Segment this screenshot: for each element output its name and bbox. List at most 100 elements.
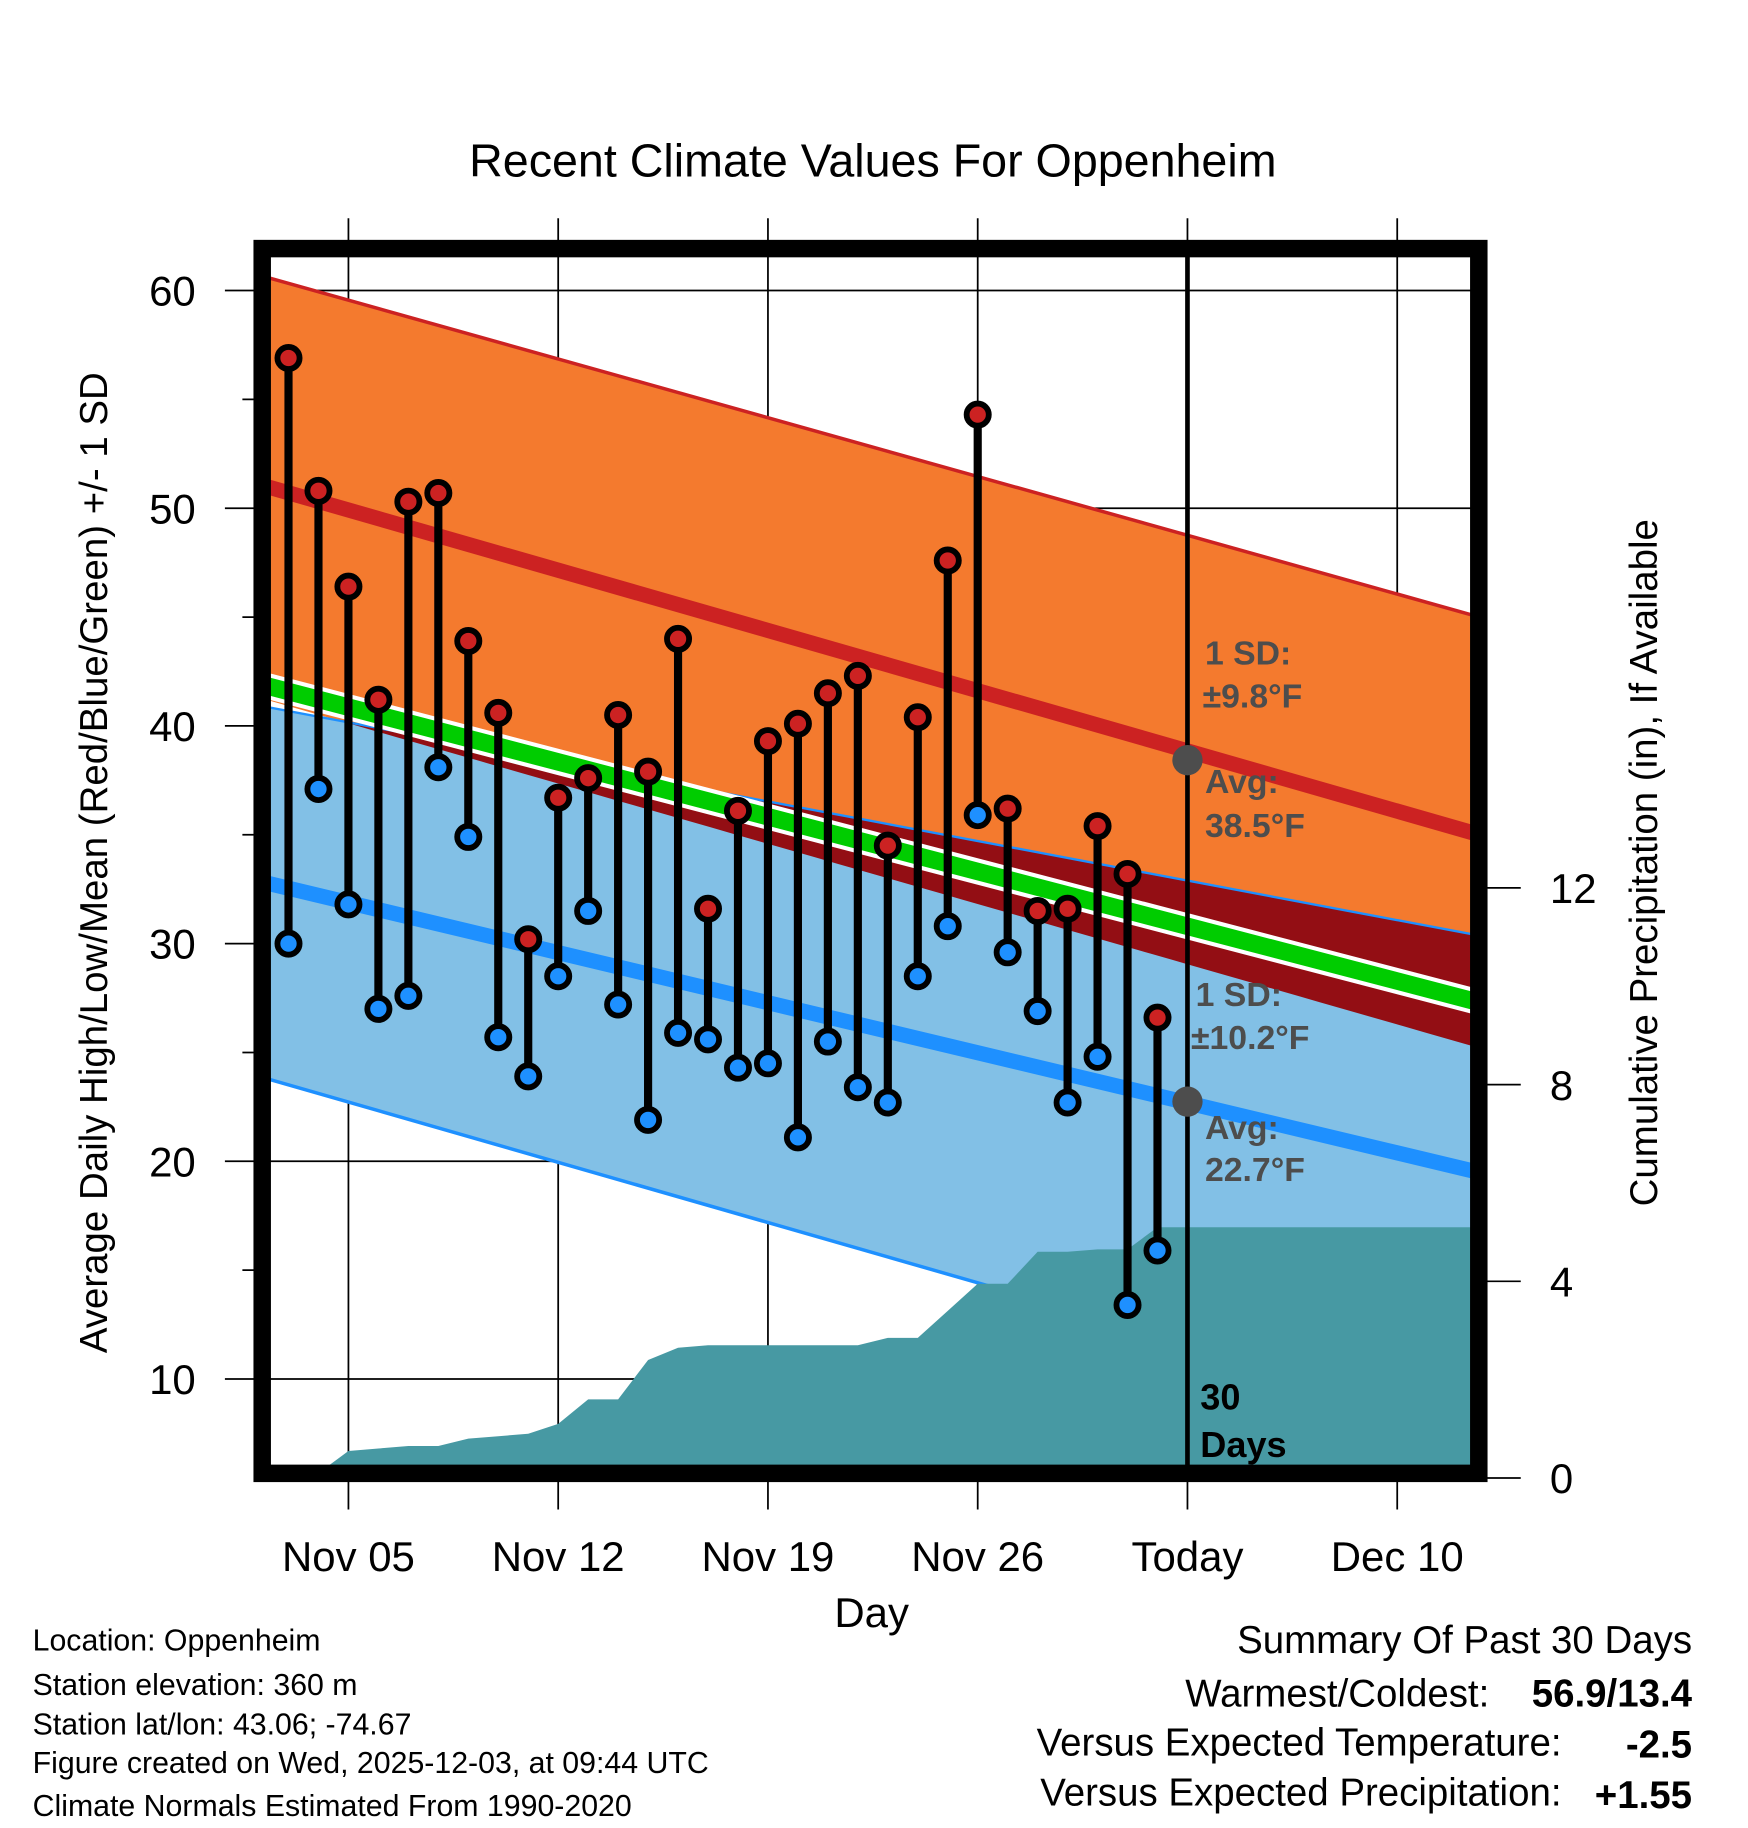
chart-title: Recent Climate Values For Oppenheim <box>469 134 1276 186</box>
daily-high-point <box>753 727 782 756</box>
daily-high-point <box>1023 896 1052 925</box>
y-tick-label: 40 <box>149 703 196 750</box>
daily-low-point <box>753 1049 782 1078</box>
daily-high-point <box>454 627 483 656</box>
daily-low-point <box>843 1073 872 1102</box>
daily-low-point <box>873 1088 902 1117</box>
daily-low-point <box>1083 1042 1112 1071</box>
daily-low-point <box>484 1023 513 1052</box>
daily-high-point <box>304 476 333 505</box>
daily-high-point <box>694 894 723 923</box>
high-plus-sd-line <box>270 276 1478 619</box>
daily-low-point <box>274 929 303 958</box>
high-sd-label: 1 SD: <box>1205 635 1291 673</box>
x-tick-label: Nov 05 <box>282 1533 415 1580</box>
warmest-coldest-label: Warmest/Coldest: <box>1185 1672 1489 1715</box>
daily-high-point <box>1083 812 1112 841</box>
daily-low-point <box>544 962 573 991</box>
plot-frame <box>253 239 1488 1483</box>
x-tick-label: Dec 10 <box>1331 1533 1464 1580</box>
high-avg-label: Avg: <box>1205 763 1279 801</box>
y-tick-label: 30 <box>149 921 196 968</box>
daily-high-point <box>1053 894 1082 923</box>
temp-vs-expected-value: -2.5 <box>1626 1724 1692 1767</box>
daily-high-point <box>604 701 633 730</box>
daily-low-point <box>304 775 333 804</box>
daily-low-point <box>604 990 633 1019</box>
daily-high-point <box>963 400 992 429</box>
high-avg-marker <box>1172 745 1203 776</box>
normal-annotations: 1 SD: ±9.8°F Avg: 38.5°F 1 SD: ±10.2°F A… <box>1172 635 1309 1465</box>
summary-panel: Summary Of Past 30 Days Warmest/Coldest:… <box>1037 1619 1693 1817</box>
daily-low-point <box>574 896 603 925</box>
elevation-text: Station elevation: 360 m <box>33 1669 358 1702</box>
precip-cumulative-area <box>322 1227 1478 1470</box>
daily-high-point <box>394 487 423 516</box>
window-unit: Days <box>1200 1424 1286 1465</box>
daily-low-point <box>993 938 1022 967</box>
x-tick-label: Today <box>1132 1533 1244 1580</box>
y2-tick-label: 0 <box>1550 1455 1573 1502</box>
low-avg-value: 22.7°F <box>1205 1151 1305 1189</box>
daily-low-point <box>724 1053 752 1082</box>
station-info: Location: Oppenheim Station elevation: 3… <box>33 1624 709 1822</box>
daily-high-point <box>574 764 603 793</box>
daily-high-point <box>544 783 573 812</box>
daily-low-point <box>933 912 962 941</box>
daily-low-point <box>1143 1236 1172 1265</box>
daily-high-point <box>1113 859 1142 888</box>
daily-high-point <box>334 572 363 601</box>
temp-vs-expected-label: Versus Expected Temperature: <box>1037 1721 1562 1764</box>
daily-low-point <box>1023 997 1052 1026</box>
daily-high-point <box>634 757 663 786</box>
low-avg-label: Avg: <box>1205 1109 1279 1147</box>
y-tick-label: 60 <box>149 268 196 315</box>
daily-temperature-marks <box>274 344 1172 1319</box>
y-tick-label: 50 <box>149 485 196 532</box>
daily-high-point <box>424 479 453 507</box>
window-count: 30 <box>1200 1376 1240 1417</box>
daily-high-point <box>873 831 902 860</box>
daily-low-point <box>1053 1088 1082 1117</box>
y2-tick-label: 8 <box>1550 1062 1573 1109</box>
daily-high-point <box>933 546 962 575</box>
daily-high-point <box>813 679 842 708</box>
x-axis-title: Day <box>834 1589 909 1636</box>
axes: Nov 05 Nov 12 Nov 19 Nov 26 Today Dec 10 10 20 3… <box>149 239 1597 1580</box>
daily-low-point <box>514 1062 543 1091</box>
normals-text: Climate Normals Estimated From 1990-2020 <box>33 1790 632 1823</box>
precip-vs-expected-label: Versus Expected Precipitation: <box>1040 1771 1561 1814</box>
warmest-coldest-value: 56.9/13.4 <box>1532 1672 1693 1715</box>
x-tick-label: Nov 26 <box>911 1533 1044 1580</box>
daily-high-point <box>274 344 303 373</box>
daily-high-point <box>1143 1003 1172 1032</box>
low-sd-label: 1 SD: <box>1196 976 1282 1014</box>
daily-low-point <box>334 890 363 919</box>
high-sd-value: ±9.8°F <box>1203 678 1303 716</box>
daily-high-point <box>484 698 513 727</box>
daily-low-point <box>394 981 423 1010</box>
daily-low-point <box>903 962 932 991</box>
daily-low-point <box>454 822 483 851</box>
daily-low-point <box>963 801 992 830</box>
daily-low-point <box>783 1123 812 1152</box>
latlon-text: Station lat/lon: 43.06; -74.67 <box>33 1708 412 1741</box>
x-tick-label: Nov 12 <box>492 1533 625 1580</box>
daily-high-point <box>903 703 932 732</box>
low-sd-value: ±10.2°F <box>1191 1019 1309 1057</box>
y2-tick-label: 12 <box>1550 865 1597 912</box>
high-avg-value: 38.5°F <box>1205 807 1305 845</box>
low-avg-marker <box>1172 1086 1203 1117</box>
daily-high-point <box>664 624 693 653</box>
daily-low-point <box>424 753 453 782</box>
location-text: Location: Oppenheim <box>33 1624 321 1657</box>
daily-high-point <box>724 796 752 825</box>
daily-high-point <box>993 794 1022 823</box>
summary-title: Summary Of Past 30 Days <box>1237 1619 1692 1662</box>
y-tick-label: 10 <box>149 1356 196 1403</box>
daily-high-point <box>843 661 872 690</box>
daily-low-point <box>364 994 393 1023</box>
x-tick-label: Nov 19 <box>702 1533 835 1580</box>
y-axis-title: Average Daily High/Low/Mean (Red/Blue/Gr… <box>73 372 116 1353</box>
